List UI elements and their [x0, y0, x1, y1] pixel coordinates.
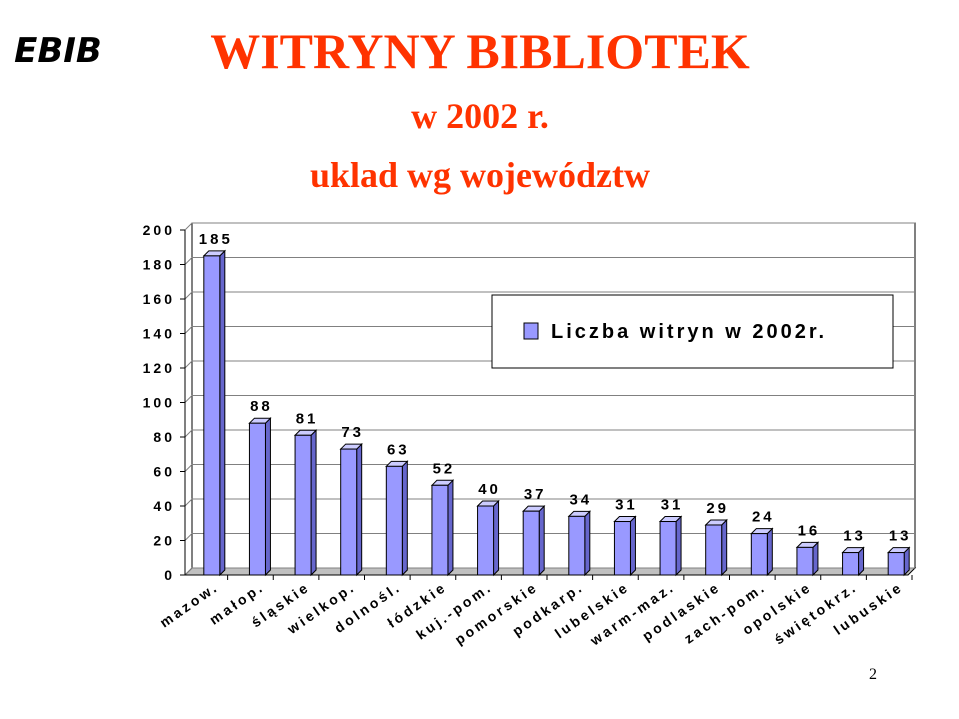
- bar: [477, 505, 495, 576]
- grid-line: [184, 395, 915, 403]
- legend-label: Liczba witryn w 2002r.: [551, 321, 827, 343]
- data-label: 24: [752, 509, 775, 526]
- bar: [522, 510, 540, 576]
- bar: [568, 515, 586, 576]
- bar: [796, 546, 814, 576]
- y-tick-label: 40: [153, 498, 175, 514]
- bar: [385, 465, 403, 576]
- grid-line: [184, 464, 915, 472]
- data-label: 52: [433, 460, 456, 477]
- y-tick-label: 0: [164, 567, 175, 583]
- data-label: 13: [889, 528, 912, 545]
- y-tick-label: 80: [153, 429, 175, 445]
- data-label: 29: [706, 500, 729, 517]
- grid-line: [184, 291, 915, 300]
- plot: 020406080100120140160180200185mazow.88ma…: [143, 222, 917, 649]
- data-label: 16: [798, 522, 821, 539]
- data-label: 37: [524, 486, 547, 503]
- grid-line: [184, 429, 915, 438]
- data-label: 73: [341, 424, 364, 441]
- bar: [842, 552, 860, 576]
- bar-side: [447, 479, 454, 577]
- bar-side: [675, 515, 682, 577]
- bar-side: [264, 416, 271, 577]
- data-label: 185: [199, 231, 233, 248]
- y-tick-label: 200: [143, 222, 175, 238]
- data-label: 34: [569, 491, 592, 508]
- data-label: 63: [387, 441, 410, 458]
- chart-subtitle: w 2002 r.: [411, 96, 549, 136]
- data-label: 88: [250, 398, 273, 415]
- grid-line: [184, 498, 915, 507]
- bar-side: [584, 510, 591, 577]
- y-tick-label: 100: [143, 395, 175, 411]
- logo: EBIB: [14, 31, 102, 71]
- y-tick-label: 120: [143, 360, 175, 376]
- bar: [750, 533, 768, 576]
- chart-subtitle: uklad wg województw: [310, 155, 650, 195]
- bar-side: [356, 442, 363, 577]
- y-tick-label: 20: [153, 533, 175, 549]
- data-label: 31: [661, 497, 684, 514]
- bar-side: [766, 527, 773, 577]
- grid-line: [184, 222, 915, 231]
- bar: [431, 484, 449, 576]
- legend-swatch: [523, 322, 539, 340]
- bar-side: [219, 249, 226, 577]
- bar-side: [721, 518, 728, 577]
- legend: [491, 294, 894, 369]
- bar: [659, 521, 677, 576]
- chart-title: WITRYNY BIBLIOTEK: [210, 23, 750, 79]
- page-number: 2: [869, 666, 877, 683]
- y-tick-label: 160: [143, 291, 175, 307]
- bar: [613, 521, 631, 576]
- bar: [294, 434, 312, 576]
- data-label: 31: [615, 497, 638, 514]
- bar-side: [629, 515, 636, 577]
- y-tick-label: 60: [153, 464, 175, 480]
- bar: [203, 255, 221, 576]
- bar: [340, 448, 358, 576]
- data-label: 13: [843, 528, 866, 545]
- data-label: 81: [296, 410, 319, 427]
- bar: [887, 552, 905, 576]
- grid-line: [184, 257, 915, 265]
- y-tick-label: 180: [143, 257, 175, 273]
- bar-side: [538, 504, 545, 577]
- bar: [248, 422, 266, 576]
- data-label: 40: [478, 481, 501, 498]
- bar-side: [401, 460, 408, 577]
- bar-side: [310, 429, 317, 577]
- bar: [705, 524, 723, 576]
- y-tick-label: 140: [143, 326, 175, 342]
- bar-side: [493, 499, 500, 577]
